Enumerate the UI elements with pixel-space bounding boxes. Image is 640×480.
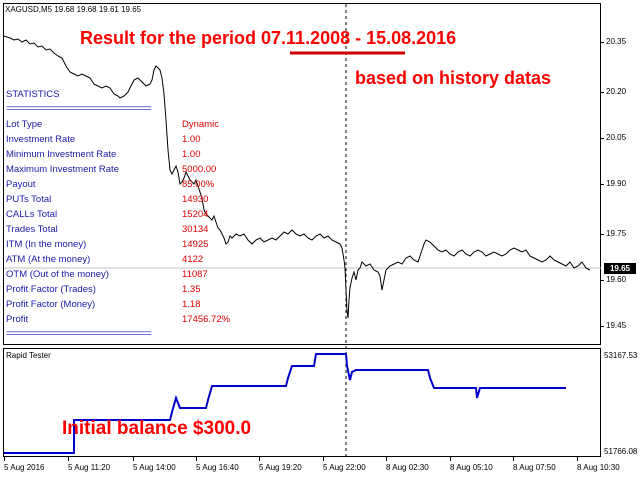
stat-label: Payout bbox=[6, 179, 36, 190]
time-tick-mark bbox=[259, 457, 260, 461]
time-tick-label: 5 Aug 2016 bbox=[4, 463, 45, 472]
price-line bbox=[3, 35, 591, 319]
time-tick-mark bbox=[577, 457, 578, 461]
stat-value: 14930 bbox=[182, 194, 209, 205]
stat-value: 17456.72% bbox=[182, 314, 231, 325]
time-tick-mark bbox=[4, 457, 5, 461]
history-note: based on history datas bbox=[355, 68, 552, 88]
stat-label: PUTs Total bbox=[6, 194, 52, 205]
price-tick-label: 20.20 bbox=[606, 87, 627, 96]
time-tick-mark bbox=[133, 457, 134, 461]
rapid-tester-title: Rapid Tester bbox=[6, 351, 51, 360]
price-tick-mark bbox=[601, 138, 604, 139]
time-tick-label: 5 Aug 11:20 bbox=[68, 463, 111, 472]
stat-value: 5000.00 bbox=[182, 164, 217, 175]
main-chart-window[interactable] bbox=[3, 3, 601, 345]
stat-value: 1.00 bbox=[182, 134, 201, 145]
stat-label: ITM (In the money) bbox=[6, 239, 87, 250]
symbol-ohlc-readout: XAGUSD,M5 19.68 19.68 19.61 19.65 bbox=[5, 5, 142, 14]
stat-label: Trades Total bbox=[6, 224, 58, 235]
price-tick-label: 19.75 bbox=[606, 229, 627, 238]
statistics-title: STATISTICS bbox=[6, 89, 60, 100]
initial-balance-label: Initial balance $300.0 bbox=[62, 418, 252, 439]
statistics-separator-top: ================================== bbox=[6, 103, 152, 113]
time-tick-label: 8 Aug 07:50 bbox=[513, 463, 556, 472]
price-tick-mark bbox=[601, 234, 604, 235]
stat-label: Lot Type bbox=[6, 119, 43, 130]
time-tick-mark bbox=[68, 457, 69, 461]
rapid-tester-window[interactable] bbox=[3, 348, 601, 457]
stat-value: 15204 bbox=[182, 209, 209, 220]
price-tick-label: 19.90 bbox=[606, 179, 627, 188]
price-tick-mark bbox=[601, 326, 604, 327]
price-tick-label: 19.45 bbox=[606, 321, 627, 330]
balance-max-label: 53167.53 bbox=[604, 351, 638, 360]
stat-value: 1.00 bbox=[182, 149, 201, 160]
stat-value: 14925 bbox=[182, 239, 209, 250]
time-tick-label: 5 Aug 16:40 bbox=[196, 463, 239, 472]
price-tick-label: 20.35 bbox=[606, 37, 627, 46]
stat-value: 30134 bbox=[182, 224, 209, 235]
time-tick-mark bbox=[450, 457, 451, 461]
result-prefix: Result for the period bbox=[80, 28, 262, 48]
time-tick-label: 8 Aug 02:30 bbox=[386, 463, 429, 472]
balance-line bbox=[4, 353, 566, 454]
balance-min-label: 51766.08 bbox=[604, 447, 638, 456]
stat-label: CALLs Total bbox=[6, 209, 58, 220]
stat-label: Minimum Investment Rate bbox=[6, 149, 117, 160]
result-dates: 07.11.2008 - 15.08.2016 bbox=[261, 28, 457, 48]
stat-label: ATM (At the money) bbox=[6, 254, 91, 265]
stat-value: 1.18 bbox=[182, 299, 201, 310]
time-tick-mark bbox=[196, 457, 197, 461]
stat-label: Maximum Investment Rate bbox=[6, 164, 119, 175]
time-tick-label: 8 Aug 10:30 bbox=[577, 463, 620, 472]
time-tick-mark bbox=[513, 457, 514, 461]
statistics-separator-bottom: ================================== bbox=[6, 328, 152, 338]
stat-value: 1.35 bbox=[182, 284, 201, 295]
time-tick-mark bbox=[323, 457, 324, 461]
stat-label: Profit Factor (Trades) bbox=[6, 284, 96, 295]
stat-label: Profit Factor (Money) bbox=[6, 299, 96, 310]
stat-label: OTM (Out of the money) bbox=[6, 269, 109, 280]
price-tick-mark bbox=[601, 92, 604, 93]
stat-value: 11087 bbox=[182, 269, 208, 280]
price-tick-mark bbox=[601, 280, 604, 281]
time-tick-label: 5 Aug 14:00 bbox=[133, 463, 176, 472]
time-tick-label: 5 Aug 19:20 bbox=[259, 463, 302, 472]
stat-value: 85.00% bbox=[182, 179, 215, 190]
time-tick-label: 8 Aug 05:10 bbox=[450, 463, 493, 472]
result-period-title: Result for the period 07.11.2008 - 15.08… bbox=[80, 28, 456, 49]
price-tick-mark bbox=[601, 42, 604, 43]
stat-label: Profit bbox=[6, 314, 29, 325]
stat-value: Dynamic bbox=[182, 119, 219, 130]
price-tick-label: 19.60 bbox=[606, 275, 627, 284]
price-tick-mark bbox=[601, 184, 604, 185]
current-price-tag: 19.65 bbox=[604, 263, 636, 274]
price-tick-label: 20.05 bbox=[606, 133, 627, 142]
stat-value: 4122 bbox=[182, 254, 204, 265]
stat-label: Investment Rate bbox=[6, 134, 76, 145]
time-tick-mark bbox=[386, 457, 387, 461]
time-tick-label: 5 Aug 22:00 bbox=[323, 463, 366, 472]
